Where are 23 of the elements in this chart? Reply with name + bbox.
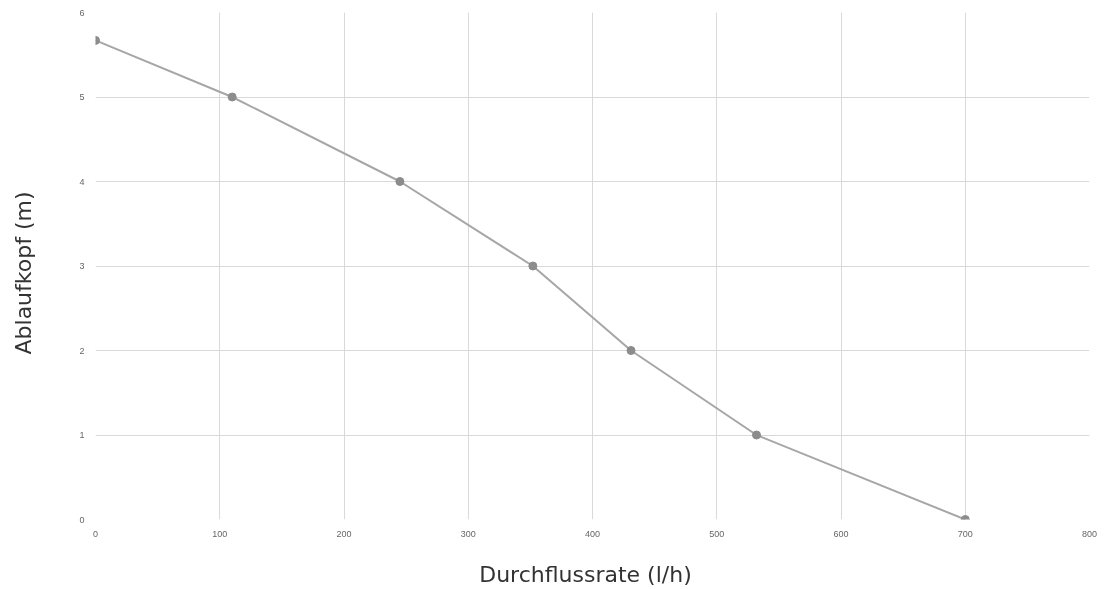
y-tick-label: 0 [79, 514, 85, 525]
y-tick-label: 3 [79, 261, 85, 271]
point [227, 92, 237, 102]
point [395, 177, 405, 186]
x-axis-title: Durchflussrate (l/h) [479, 561, 692, 587]
x-tick-label: 300 [460, 528, 476, 539]
x-tick-label: 400 [584, 528, 601, 539]
point [752, 430, 762, 440]
x-tick-label: 200 [336, 528, 352, 539]
x-tick-label: 0 [93, 528, 99, 539]
y-tick-label: 6 [79, 7, 85, 18]
point [528, 261, 538, 271]
y-tick-label: 2 [79, 345, 85, 356]
x-tick-label: 500 [709, 528, 725, 539]
x-tick-label: 100 [212, 528, 228, 539]
x-tick-label: 800 [1081, 528, 1098, 539]
x-tick-label: 600 [833, 528, 849, 539]
point [626, 346, 636, 355]
x-tick-label: 700 [957, 528, 973, 539]
y-tick-label: 5 [79, 92, 85, 102]
y-tick-label: 1 [79, 430, 85, 440]
y-axis-title: Ablaufkopf (m) [11, 191, 37, 355]
y-tick-label: 4 [79, 176, 85, 187]
